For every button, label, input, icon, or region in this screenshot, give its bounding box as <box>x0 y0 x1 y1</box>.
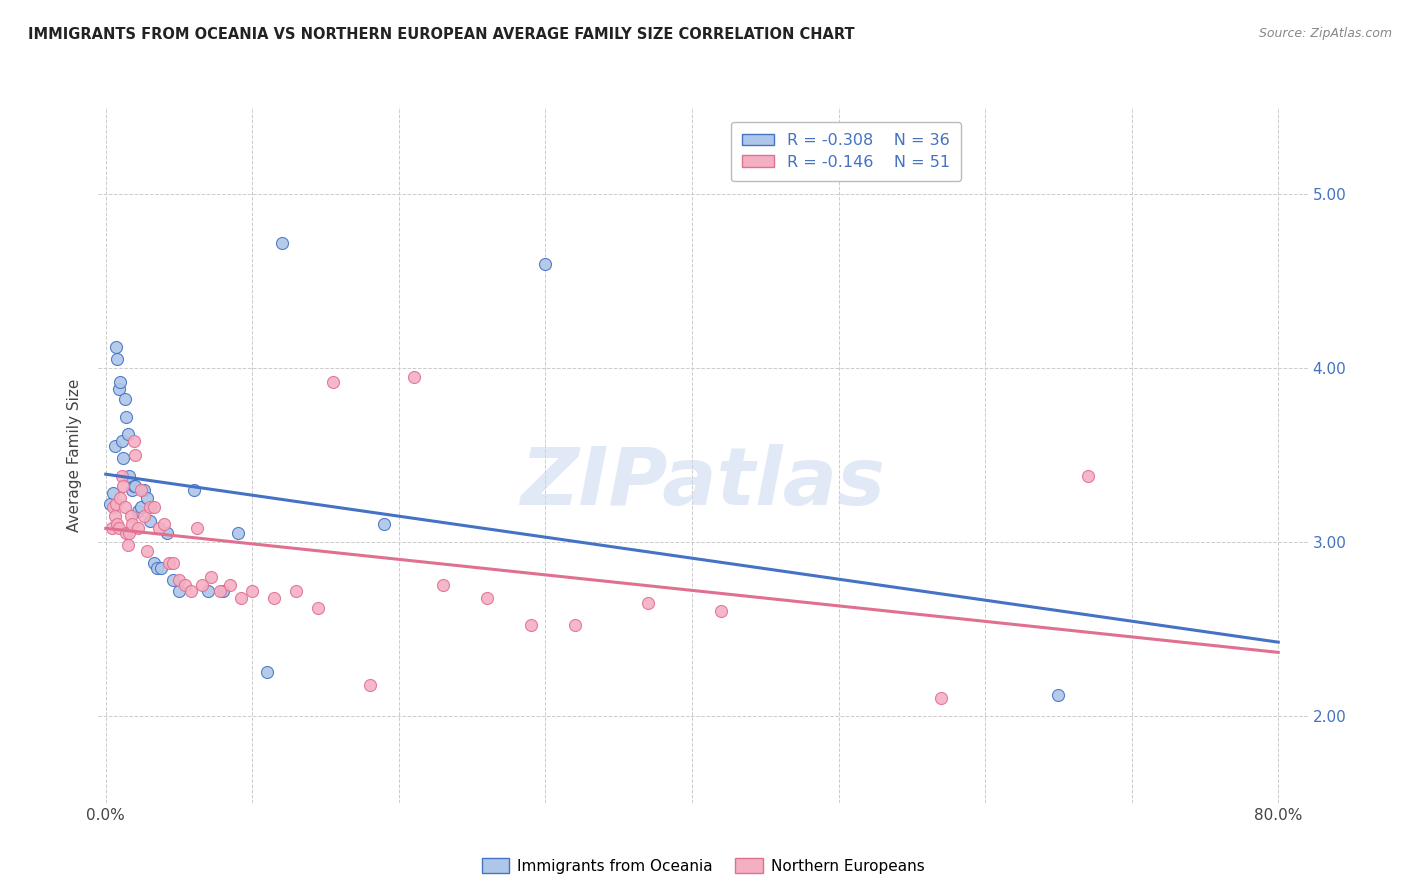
Point <box>229 591 252 605</box>
Point <box>373 517 395 532</box>
Point <box>180 583 202 598</box>
Point <box>110 491 132 506</box>
Point <box>167 583 190 598</box>
Point <box>105 497 128 511</box>
Point <box>114 392 136 407</box>
Point <box>270 235 292 250</box>
Point <box>637 596 659 610</box>
Point <box>108 382 131 396</box>
Point <box>153 517 176 532</box>
Point <box>129 483 152 497</box>
Point <box>138 500 160 514</box>
Point <box>117 427 139 442</box>
Point <box>112 479 135 493</box>
Point <box>127 503 149 517</box>
Point <box>121 517 143 532</box>
Point <box>1077 468 1099 483</box>
Point <box>200 570 222 584</box>
Point <box>98 497 121 511</box>
Point <box>115 526 138 541</box>
Legend: R = -0.308    N = 36, R = -0.146    N = 51: R = -0.308 N = 36, R = -0.146 N = 51 <box>731 122 962 181</box>
Point <box>101 486 124 500</box>
Point <box>256 665 278 680</box>
Point <box>107 352 129 367</box>
Point <box>118 468 141 483</box>
Point <box>108 521 131 535</box>
Point <box>156 526 179 541</box>
Point <box>929 691 952 706</box>
Point <box>115 409 138 424</box>
Point <box>146 561 169 575</box>
Point <box>432 578 454 592</box>
Point <box>135 491 157 506</box>
Point <box>263 591 285 605</box>
Point <box>112 451 135 466</box>
Point <box>143 500 166 514</box>
Point <box>534 257 557 271</box>
Point <box>107 517 129 532</box>
Point <box>183 483 205 497</box>
Point <box>564 618 586 632</box>
Point <box>212 583 235 598</box>
Text: Source: ZipAtlas.com: Source: ZipAtlas.com <box>1258 27 1392 40</box>
Point <box>148 521 170 535</box>
Point <box>157 556 180 570</box>
Point <box>100 521 122 535</box>
Point <box>191 578 214 592</box>
Point <box>111 434 134 448</box>
Point <box>307 601 329 615</box>
Point <box>226 526 249 541</box>
Point <box>111 468 134 483</box>
Point <box>209 583 232 598</box>
Point <box>322 375 344 389</box>
Point <box>118 526 141 541</box>
Point <box>124 479 146 493</box>
Point <box>122 479 145 493</box>
Point <box>143 556 166 570</box>
Point <box>710 605 733 619</box>
Point <box>129 500 152 514</box>
Point <box>162 556 184 570</box>
Legend: Immigrants from Oceania, Northern Europeans: Immigrants from Oceania, Northern Europe… <box>475 852 931 880</box>
Point <box>121 483 143 497</box>
Point <box>174 578 197 592</box>
Point <box>122 434 145 448</box>
Point <box>162 573 184 587</box>
Point <box>117 538 139 552</box>
Point <box>186 521 208 535</box>
Point <box>1047 688 1070 702</box>
Point <box>127 521 149 535</box>
Point <box>197 583 219 598</box>
Text: IMMIGRANTS FROM OCEANIA VS NORTHERN EUROPEAN AVERAGE FAMILY SIZE CORRELATION CHA: IMMIGRANTS FROM OCEANIA VS NORTHERN EURO… <box>28 27 855 42</box>
Point <box>101 500 124 514</box>
Point <box>359 677 381 691</box>
Point <box>150 561 173 575</box>
Point <box>132 508 155 523</box>
Text: ZIPatlas: ZIPatlas <box>520 443 886 522</box>
Point <box>124 448 146 462</box>
Point <box>240 583 263 598</box>
Y-axis label: Average Family Size: Average Family Size <box>67 378 83 532</box>
Point <box>114 500 136 514</box>
Point <box>402 369 425 384</box>
Point <box>135 543 157 558</box>
Point <box>105 340 128 354</box>
Point <box>120 508 142 523</box>
Point <box>103 439 125 453</box>
Point <box>167 573 190 587</box>
Point <box>132 483 155 497</box>
Point <box>219 578 242 592</box>
Point <box>138 514 160 528</box>
Point <box>520 618 543 632</box>
Point <box>475 591 498 605</box>
Point <box>103 508 125 523</box>
Point <box>110 375 132 389</box>
Point <box>285 583 308 598</box>
